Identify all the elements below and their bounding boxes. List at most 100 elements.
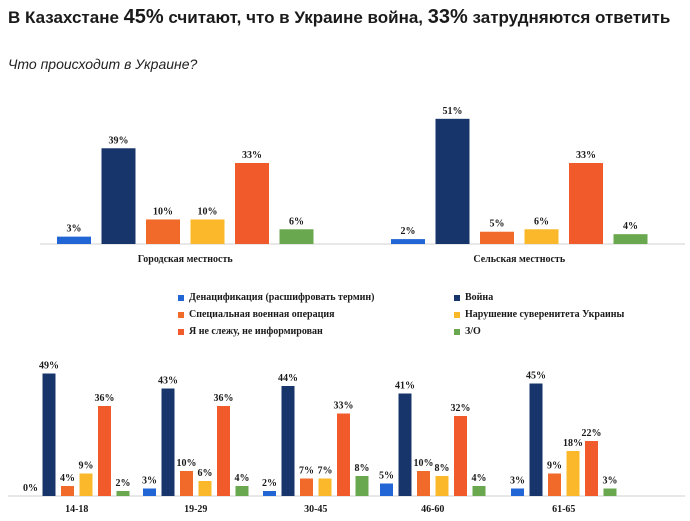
bar-sovereignty-violation-1-3 — [435, 476, 449, 496]
category-label: 61-65 — [552, 504, 575, 515]
bar-sovereignty-violation-1-4 — [566, 451, 580, 496]
data-label: 49% — [39, 361, 59, 372]
data-label: 32% — [451, 403, 471, 414]
bar-war-1-1 — [161, 388, 175, 496]
bar-denazification-1-4 — [511, 488, 524, 496]
data-label: 43% — [158, 376, 178, 387]
bar-dont-know-1-3 — [472, 486, 486, 496]
category-label: 14-18 — [65, 504, 88, 515]
legend: Денацификация (расшифровать термин) Войн… — [178, 292, 658, 337]
bar-not-following-1-1 — [217, 406, 230, 496]
legend-swatch — [178, 328, 184, 335]
data-label: 7% — [318, 466, 333, 477]
data-label: 8% — [435, 463, 450, 474]
data-label: 45% — [526, 371, 546, 382]
category-label: 30-45 — [304, 504, 327, 515]
data-label: 10% — [414, 458, 434, 469]
legend-item-denazification: Денацификация (расшифровать термин) — [178, 292, 454, 303]
bar-special-operation-1-2 — [300, 478, 313, 496]
chart-title: В Казахстане 45% считают, что в Украине … — [8, 6, 671, 28]
data-label: 0% — [23, 483, 38, 494]
legend-swatch — [454, 328, 460, 335]
bar-denazification-0-0 — [57, 236, 91, 244]
bar-war-1-2 — [281, 386, 295, 496]
data-label: 3% — [603, 476, 618, 487]
data-label: 6% — [198, 468, 213, 479]
data-label: 7% — [299, 466, 314, 477]
bar-dont-know-1-2 — [355, 476, 369, 496]
data-label: 6% — [289, 216, 304, 227]
bar-special-operation-1-4 — [548, 473, 561, 496]
legend-swatch — [178, 294, 184, 301]
bar-dont-know-1-1 — [235, 486, 249, 496]
data-label: 10% — [198, 206, 218, 217]
legend-swatch — [454, 311, 460, 318]
data-label: 2% — [262, 478, 277, 489]
data-label: 36% — [214, 393, 234, 404]
legend-item-not-following: Я не слежу, не информирован — [178, 326, 454, 337]
bar-sovereignty-violation-1-0 — [79, 473, 93, 496]
data-label: 9% — [79, 461, 94, 472]
bar-not-following-0-0 — [235, 163, 269, 244]
data-label: 9% — [547, 461, 562, 472]
legend-item-special-operation: Специальная военная операция — [178, 309, 454, 320]
data-label: 2% — [116, 478, 131, 489]
bar-not-following-0-1 — [569, 163, 603, 244]
data-label: 5% — [490, 219, 505, 230]
legend-swatch — [454, 294, 460, 301]
bar-war-0-1 — [435, 118, 470, 244]
bar-denazification-1-3 — [380, 483, 393, 496]
data-label: 4% — [623, 221, 638, 232]
data-label: 2% — [401, 226, 416, 237]
data-label: 8% — [355, 463, 370, 474]
data-label: 51% — [443, 106, 463, 117]
bar-special-operation-1-3 — [417, 471, 430, 496]
data-label: 3% — [510, 476, 525, 487]
data-label: 10% — [153, 206, 173, 217]
bar-sovereignty-violation-1-2 — [318, 478, 332, 496]
data-label: 33% — [242, 150, 262, 161]
bar-war-0-0 — [101, 148, 136, 244]
data-label: 4% — [235, 473, 250, 484]
data-label: 4% — [60, 473, 75, 484]
legend-swatch — [178, 311, 184, 318]
data-label: 33% — [576, 150, 596, 161]
data-label: 6% — [534, 216, 549, 227]
data-label: 22% — [582, 428, 602, 439]
data-label: 3% — [142, 476, 157, 487]
data-label: 18% — [563, 438, 583, 449]
bar-not-following-1-2 — [337, 413, 350, 496]
data-label: 36% — [95, 393, 115, 404]
bar-special-operation-0-0 — [146, 219, 180, 244]
bar-special-operation-1-0 — [61, 486, 74, 496]
bar-not-following-1-0 — [98, 406, 111, 496]
bar-dont-know-1-4 — [603, 488, 617, 496]
bar-denazification-1-2 — [263, 491, 276, 496]
bar-sovereignty-violation-0-0 — [190, 219, 225, 244]
data-label: 39% — [109, 135, 129, 146]
data-label: 33% — [334, 401, 354, 412]
bar-not-following-1-3 — [454, 416, 467, 496]
bar-dont-know-1-0 — [116, 491, 130, 496]
category-label: 19-29 — [184, 504, 207, 515]
chart-subtitle: Что происходит в Украине? — [8, 56, 198, 72]
data-label: 10% — [177, 458, 197, 469]
bar-war-1-0 — [42, 373, 56, 496]
data-label: 4% — [472, 473, 487, 484]
bar-not-following-1-4 — [585, 441, 598, 496]
category-label: 46-60 — [421, 504, 444, 515]
data-label: 41% — [395, 381, 415, 392]
bar-dont-know-0-1 — [613, 234, 648, 244]
legend-item-dont-know: З/О — [454, 326, 654, 337]
legend-item-sovereignty-violation: Нарушение суверенитета Украины — [454, 309, 654, 320]
category-label: Сельская местность — [473, 254, 565, 265]
bar-war-1-4 — [529, 383, 543, 496]
data-label: 44% — [278, 373, 298, 384]
category-label: Городская местность — [138, 254, 234, 265]
bar-war-1-3 — [398, 393, 412, 496]
bar-denazification-1-1 — [143, 488, 156, 496]
bar-dont-know-0-0 — [279, 229, 314, 244]
legend-item-war: Война — [454, 292, 654, 303]
bar-special-operation-0-1 — [480, 231, 514, 244]
